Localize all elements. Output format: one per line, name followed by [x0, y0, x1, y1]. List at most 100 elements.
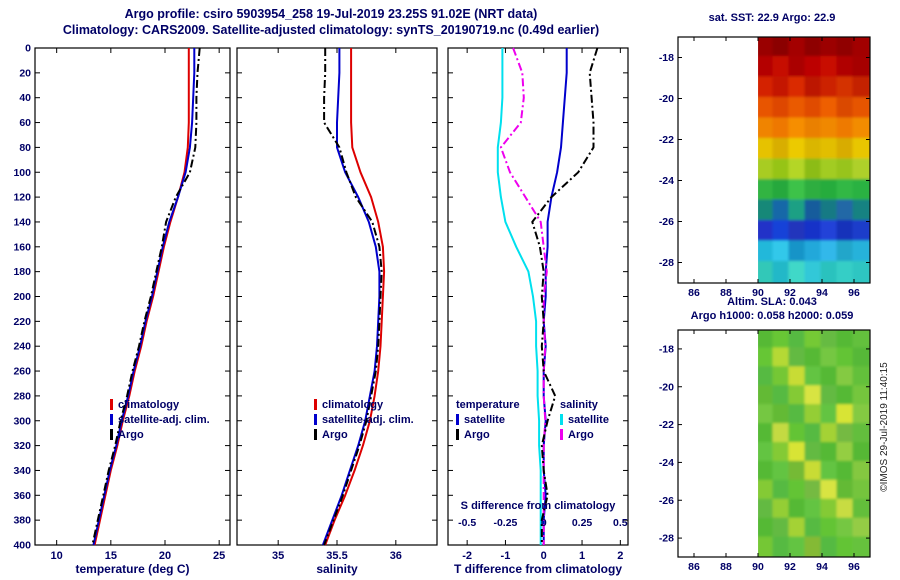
tick-label: 60: [19, 117, 31, 129]
series-argo: [323, 48, 383, 546]
sla-map-title: Altim. SLA: 0.043: [727, 296, 817, 308]
legend-label: climatology: [118, 399, 180, 411]
panel-box: [447, 47, 629, 546]
tick-label: 160: [13, 241, 31, 253]
tick-label: 20: [19, 67, 31, 79]
tick-label: 88: [720, 561, 732, 573]
tick-label: 96: [848, 561, 860, 573]
tick-label: 15: [105, 550, 117, 562]
tick-label: 400: [13, 540, 31, 552]
tdiff-axis-label: T difference from climatology: [453, 562, 623, 576]
tick-label: 10: [51, 550, 63, 562]
tick-label: 20: [159, 550, 171, 562]
series-argo: [91, 47, 201, 546]
tick-label: 120: [13, 192, 31, 204]
tick-label: 1: [579, 550, 585, 562]
sla-map-cells: [758, 330, 870, 557]
tick-label: 92: [784, 287, 796, 299]
tick-label: 380: [13, 515, 31, 527]
legend-label: Argo: [118, 429, 144, 441]
temperature-panel: [34, 47, 231, 546]
tick-label: -20: [659, 381, 674, 393]
climatology-line-swatch: [314, 399, 317, 410]
legend-label: Argo: [568, 429, 594, 441]
tick-label: 140: [13, 216, 31, 228]
tick-label: -24: [659, 457, 674, 469]
tick-label: -20: [659, 93, 674, 105]
legend-item-satellite-clim: satellite-adj. clim.: [110, 413, 210, 428]
tick-label: 40: [19, 92, 31, 104]
climatology-line-swatch: [110, 399, 113, 410]
series-satellite-adj-clim-: [92, 48, 196, 546]
sdiff-axis-label: S difference from climatology: [460, 500, 616, 512]
tick-label: 35: [272, 550, 284, 562]
tick-label: 0.25: [572, 517, 593, 529]
legend-item-s-argo: Argo: [560, 428, 609, 443]
legend-item-satellite-clim: satellite-adj. clim.: [314, 413, 414, 428]
map-box: [677, 329, 871, 558]
tick-label: 25: [213, 550, 225, 562]
legend-label: Argo: [464, 429, 490, 441]
tick-label: -26: [659, 216, 674, 228]
tick-label: -28: [659, 257, 674, 269]
tick-label: -2: [462, 550, 472, 562]
tick-label: -0.25: [493, 517, 517, 529]
tick-label: 300: [13, 415, 31, 427]
legend-label: satellite: [568, 414, 609, 426]
legend-diff-salinity-column: salinity satellite Argo: [560, 398, 609, 443]
tick-label: -18: [659, 343, 674, 355]
tick-label: 360: [13, 490, 31, 502]
tick-label: 240: [13, 341, 31, 353]
tick-label: 86: [688, 561, 700, 573]
series-satellite-adj-clim-: [321, 48, 381, 546]
tick-label: 340: [13, 465, 31, 477]
legend-item-climatology: climatology: [314, 398, 414, 413]
argo-height-title: Argo h1000: 0.058 h2000: 0.059: [690, 310, 854, 322]
satellite-line-swatch: [110, 414, 113, 425]
legend-label: satellite-adj. clim.: [118, 414, 210, 426]
tick-label: 0: [541, 517, 547, 529]
series-t-argo: [531, 47, 599, 545]
difference-panel: [447, 47, 629, 546]
satellite-line-swatch: [314, 414, 317, 425]
tick-label: 0.5: [613, 517, 628, 529]
tick-label: 86: [688, 287, 700, 299]
tick-label: -22: [659, 419, 674, 431]
tick-label: 90: [752, 287, 764, 299]
series-t-satellite: [542, 48, 568, 545]
legend-item-s-satellite: satellite: [560, 413, 609, 428]
legend-label: Argo: [322, 429, 348, 441]
series-climatology: [324, 48, 386, 546]
tick-label: 88: [720, 287, 732, 299]
imos-watermark: ©IMOS 29-Jul-2019 11:40:15: [879, 362, 890, 492]
tick-label: 92: [784, 561, 796, 573]
legend-label: satellite-adj. clim.: [322, 414, 414, 426]
tick-label: 35.5: [326, 550, 347, 562]
legend-diff-temperature-column: temperature satellite Argo: [456, 398, 520, 443]
figure-title-line1: Argo profile: csiro 5903954_258 19-Jul-2…: [124, 7, 538, 21]
tick-label: 0: [25, 43, 31, 55]
tick-label: -18: [659, 52, 674, 64]
legend-header-temperature: temperature: [456, 399, 520, 411]
sst-map-cells: [758, 37, 870, 283]
figure-title-line2: Climatology: CARS2009. Satellite-adjuste…: [62, 23, 600, 37]
tick-label: -22: [659, 134, 674, 146]
tick-label: 280: [13, 390, 31, 402]
tick-label: 320: [13, 440, 31, 452]
tick-label: -24: [659, 175, 674, 187]
t-argo-line-swatch: [456, 429, 459, 440]
tick-label: 80: [19, 142, 31, 154]
tick-label: 100: [13, 167, 31, 179]
sst-map-title: sat. SST: 22.9 Argo: 22.9: [708, 12, 836, 24]
legend-item-climatology: climatology: [110, 398, 210, 413]
salinity-panel: [236, 47, 438, 546]
legend-header-salinity: salinity: [560, 399, 598, 411]
tick-label: -26: [659, 495, 674, 507]
tick-label: 94: [816, 287, 828, 299]
tick-label: 36: [390, 550, 402, 562]
s-argo-line-swatch: [560, 429, 563, 440]
legend-label: satellite: [464, 414, 505, 426]
legend-salinity-panel: climatology satellite-adj. clim. Argo: [314, 398, 414, 443]
